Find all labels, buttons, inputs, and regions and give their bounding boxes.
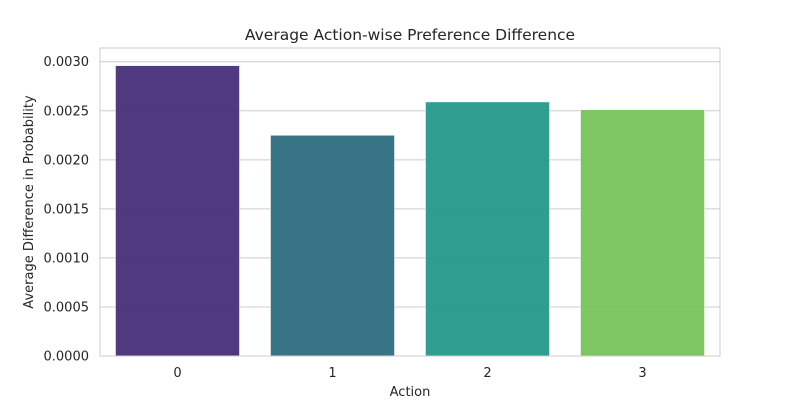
x-axis-label: Action	[390, 385, 431, 400]
y-tick-labels: 0.0000 0.0005 0.0010 0.0015 0.0020 0.0025 0.00…	[44, 55, 90, 364]
chart-title: Average Action-wise Preference Differenc…	[245, 26, 575, 44]
plot-frame	[99, 47, 721, 357]
y-tick-label: 0.0005	[44, 300, 90, 315]
y-axis-label: Average Difference in Probability	[22, 95, 37, 309]
y-tick-label: 0.0025	[44, 104, 90, 119]
y-tick-label: 0.0030	[44, 55, 90, 70]
y-tick-label: 0.0020	[44, 153, 90, 168]
x-tick-label: 0	[173, 366, 181, 381]
bar-action-1	[270, 135, 395, 357]
bar-action-0	[115, 65, 240, 357]
y-tick-label: 0.0010	[44, 251, 90, 266]
y-tick-label: 0.0000	[44, 350, 90, 365]
y-tick-label: 0.0015	[44, 202, 90, 217]
x-tick-label: 2	[483, 366, 491, 381]
x-tick-labels: 0 1 2 3	[173, 366, 646, 381]
x-tick-label: 3	[638, 366, 646, 381]
bar-action-2	[425, 101, 550, 357]
bar-action-3	[580, 109, 705, 357]
x-tick-label: 1	[328, 366, 336, 381]
